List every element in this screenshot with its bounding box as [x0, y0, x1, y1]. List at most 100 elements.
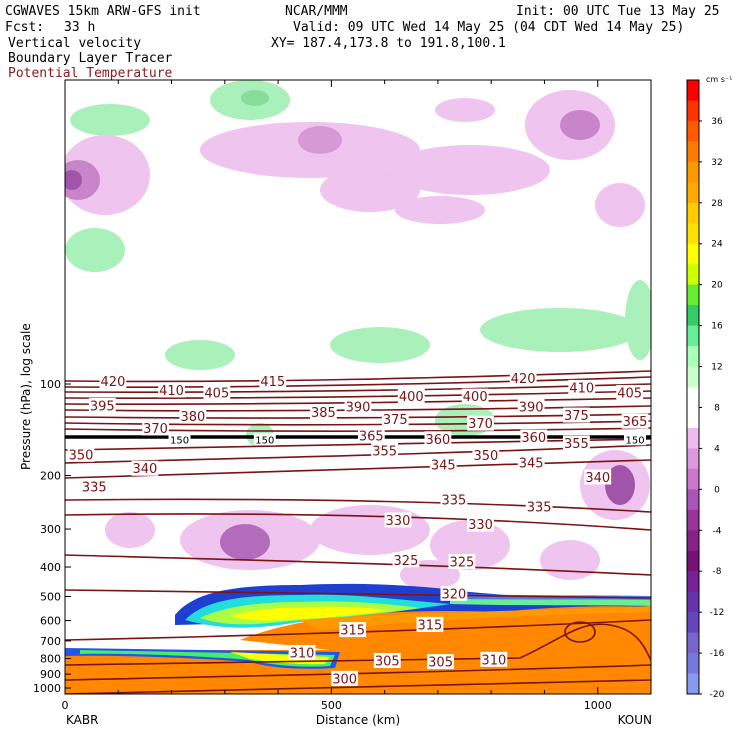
velocity-area	[390, 145, 550, 195]
colorbar-tick-label: 0	[714, 485, 720, 495]
theta-label: 400	[463, 390, 488, 405]
theta-label: 335	[441, 494, 466, 509]
colorbar: 36 32 28 24 20 16 12 8 4 0 -4 -8 -12 -16 -20	[686, 79, 725, 700]
theta-label-bg	[142, 420, 169, 436]
theta-label-bg	[563, 407, 590, 423]
theta-label: 410	[569, 381, 594, 396]
theta-label-bg	[88, 397, 116, 413]
colorbar-swatch	[687, 632, 699, 654]
theta-label-bg	[339, 622, 367, 638]
theta-label-bg	[563, 435, 590, 451]
colorbar-swatch	[687, 325, 699, 347]
theta-label: 310	[290, 646, 315, 661]
theta-label: 370	[468, 417, 493, 432]
theta-line	[65, 554, 651, 576]
velocity-area	[395, 196, 485, 224]
right-endpoint: KOUN	[618, 713, 652, 727]
velocity-area	[65, 228, 125, 272]
colorbar-swatch	[687, 305, 699, 327]
theta-label: 355	[564, 437, 589, 452]
theta-label-bg	[568, 379, 596, 395]
x-axis: 0 500 1000	[62, 80, 652, 712]
colorbar-swatch	[687, 550, 699, 572]
theta-label: 360	[425, 433, 450, 448]
colorbar-tick-label: 36	[711, 117, 723, 127]
theta-label: 375	[383, 413, 408, 428]
theta-label: 345	[431, 459, 456, 474]
theta-label: 345	[519, 457, 544, 472]
theta-line	[65, 513, 651, 531]
theta-line	[65, 370, 651, 383]
theta-label-bg	[509, 370, 537, 386]
plot-frame	[64, 79, 652, 695]
theta-label: 335	[82, 480, 107, 495]
colorbar-swatch	[687, 530, 699, 552]
y-tick-label: 900	[40, 668, 61, 681]
velocity-area	[595, 183, 645, 227]
velocity-area	[330, 327, 430, 363]
colorbar-frame	[686, 79, 700, 695]
valid-time: Valid: 09 UTC Wed 14 May 25 (04 CDT Wed …	[293, 20, 685, 35]
theta-label: 305	[375, 654, 400, 669]
theta-label-bg	[80, 478, 108, 494]
velocity-area	[560, 110, 600, 140]
colorbar-swatch	[687, 366, 699, 388]
colorbar-swatch	[687, 243, 699, 265]
theta-line	[65, 623, 651, 666]
tropopause-label-bg	[168, 433, 191, 446]
colorbar-tick-label: -12	[710, 608, 725, 618]
theta-label: 310	[481, 653, 506, 668]
theta-label: 390	[346, 400, 371, 415]
colorbar-unit: cm s⁻¹	[706, 75, 732, 84]
velocity-area	[480, 308, 640, 352]
theta-label-bg	[67, 446, 95, 462]
tropopause-label: 150	[255, 435, 274, 446]
theta-label-bg	[520, 429, 548, 445]
field-vertical-velocity: Vertical velocity	[8, 36, 142, 51]
y-tick-label: 200	[40, 470, 61, 483]
theta-label-bg	[440, 585, 468, 601]
theta-label: 325	[394, 554, 419, 569]
colorbar-tick-label: 12	[711, 363, 722, 373]
y-tick-label: 100	[40, 378, 61, 391]
y-tick-label: 600	[40, 615, 61, 628]
theta-label-bg	[429, 457, 457, 473]
theta-label-bg	[309, 404, 337, 420]
colorbar-swatch	[687, 264, 699, 286]
velocity-area	[540, 540, 600, 580]
theta-label: 315	[418, 618, 443, 633]
theta-label: 405	[617, 386, 642, 401]
colorbar-swatch	[687, 223, 699, 245]
theta-label-bg	[373, 652, 401, 668]
x-tick-label: 1000	[584, 699, 612, 712]
theta-label-bg	[371, 442, 399, 458]
tracer-gradient	[300, 606, 651, 630]
xy-endpoints: XY= 187.4,173.8 to 191.8,100.1	[271, 36, 506, 51]
colorbar-swatch	[687, 284, 699, 306]
colorbar-swatch	[687, 673, 699, 695]
theta-label-bg	[584, 469, 612, 485]
theta-label-bg	[331, 670, 359, 686]
theta-label-bg	[440, 492, 468, 508]
theta-line	[65, 498, 651, 513]
theta-label-bg	[416, 616, 444, 632]
tracer-gradient	[230, 606, 390, 621]
theta-label-bg	[427, 654, 454, 670]
y-tick-label: 1000	[33, 682, 61, 695]
y-tick-label: 800	[40, 653, 61, 666]
velocity-area	[165, 340, 235, 370]
velocity-area	[65, 170, 82, 190]
colorbar-swatch	[687, 448, 699, 470]
theta-closed-contour	[564, 621, 596, 643]
velocity-area	[298, 126, 342, 154]
colorbar-swatch	[687, 346, 699, 368]
theta-label-bg	[344, 398, 372, 414]
theta-label-bg	[381, 411, 409, 427]
colorbar-swatch	[687, 387, 699, 408]
colorbar-tick-label: 28	[711, 199, 723, 209]
theta-label-layer: 420 415 420 410 405 400 400 410 405 395 390 390 385 3…	[67, 370, 649, 687]
theta-label-bg	[203, 384, 231, 400]
left-endpoint: KABR	[66, 713, 98, 727]
org-label: NCAR/MMM	[285, 4, 348, 19]
